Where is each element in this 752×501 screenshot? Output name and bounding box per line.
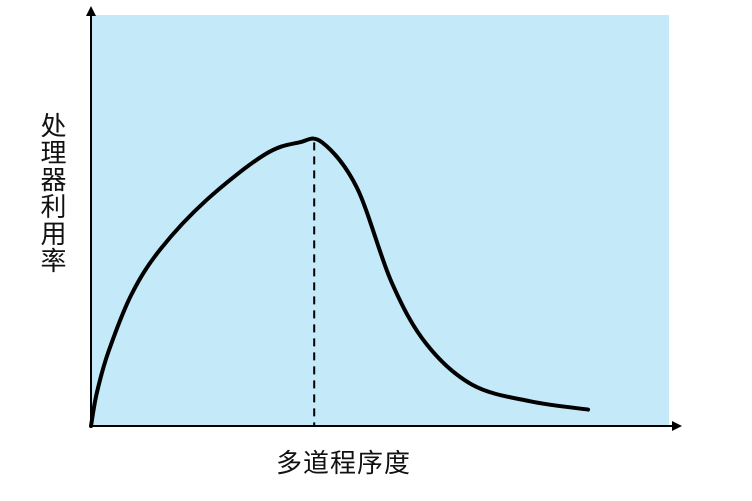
- y-axis-label: 处理器利用率: [36, 112, 66, 274]
- series-line: [89, 136, 591, 428]
- x-axis-label: 多道程序度: [276, 449, 412, 479]
- plot-background: [91, 15, 669, 426]
